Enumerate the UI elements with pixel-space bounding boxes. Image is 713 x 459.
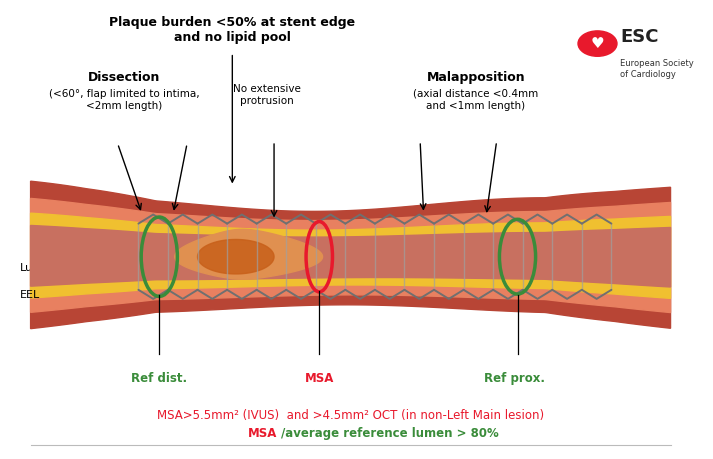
Text: Ref dist.: Ref dist. — [131, 372, 188, 386]
Polygon shape — [175, 230, 322, 279]
Text: Ref prox.: Ref prox. — [483, 372, 545, 386]
Text: (<60°, flap limited to intima,
<2mm length): (<60°, flap limited to intima, <2mm leng… — [49, 89, 200, 111]
Text: Malapposition: Malapposition — [426, 72, 525, 84]
Text: ESC: ESC — [620, 28, 659, 46]
Polygon shape — [31, 198, 670, 313]
Text: Plaque burden <50% at stent edge
and no lipid pool: Plaque burden <50% at stent edge and no … — [109, 17, 355, 45]
Text: MSA: MSA — [248, 427, 277, 440]
Polygon shape — [198, 240, 274, 274]
Text: Lumen: Lumen — [20, 263, 58, 273]
Text: ♥: ♥ — [590, 36, 605, 51]
Text: EEL: EEL — [20, 290, 41, 300]
Text: (axial distance <0.4mm
and <1mm length): (axial distance <0.4mm and <1mm length) — [413, 89, 538, 111]
Text: MSA: MSA — [304, 372, 334, 386]
Text: European Society
of Cardiology: European Society of Cardiology — [620, 60, 694, 79]
Text: No extensive
protrusion: No extensive protrusion — [233, 84, 301, 106]
Polygon shape — [31, 181, 670, 329]
Polygon shape — [31, 213, 670, 298]
Text: Dissection: Dissection — [88, 72, 160, 84]
Text: /average reference lumen > 80%: /average reference lumen > 80% — [281, 427, 499, 440]
Text: MSA>5.5mm² (IVUS)  and >4.5mm² OCT (in non-Left Main lesion): MSA>5.5mm² (IVUS) and >4.5mm² OCT (in no… — [157, 409, 544, 422]
Circle shape — [578, 31, 617, 56]
Polygon shape — [31, 225, 670, 287]
